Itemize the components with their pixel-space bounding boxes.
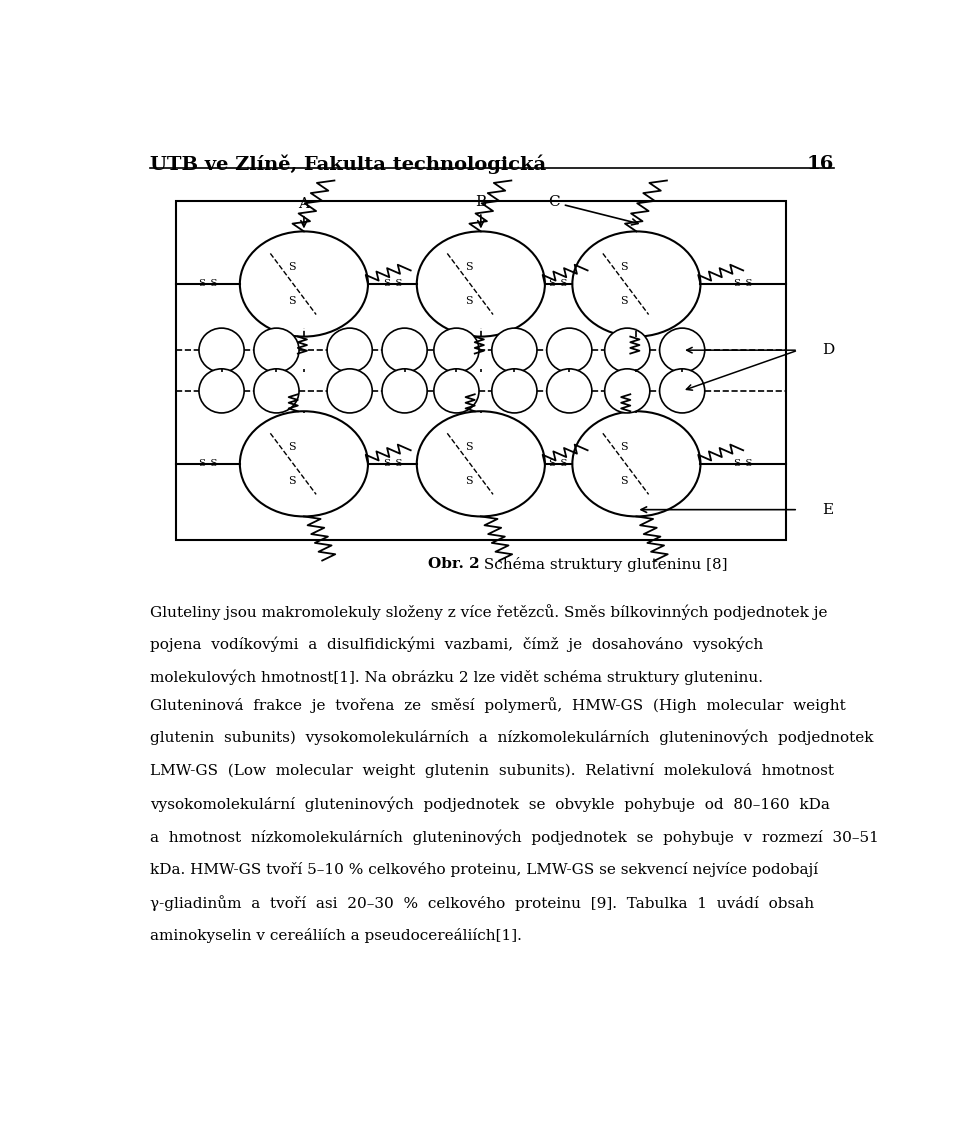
Ellipse shape — [417, 411, 545, 516]
Text: S: S — [288, 262, 296, 272]
Text: E: E — [823, 503, 833, 516]
Text: S: S — [620, 262, 628, 272]
Text: S–S: S–S — [548, 460, 568, 468]
Ellipse shape — [253, 328, 299, 372]
Bar — [176, 201, 786, 540]
Text: S: S — [465, 296, 472, 306]
Text: D: D — [823, 344, 835, 357]
Ellipse shape — [434, 368, 479, 412]
Text: vysokomolekulární  gluteninových  podjednotek  se  obvykle  pohybuje  od  80–160: vysokomolekulární gluteninových podjedno… — [150, 796, 829, 811]
Ellipse shape — [572, 411, 701, 516]
Ellipse shape — [382, 368, 427, 412]
Text: S: S — [288, 296, 296, 306]
Text: 16: 16 — [806, 155, 834, 173]
Text: S–S: S–S — [733, 460, 753, 468]
Ellipse shape — [327, 368, 372, 412]
Text: S–S: S–S — [383, 279, 402, 288]
Ellipse shape — [605, 328, 650, 372]
Ellipse shape — [660, 328, 705, 372]
Text: Gluteninová  frakce  je  tvořena  ze  směsí  polymerů,  HMW-GS  (High  molecular: Gluteninová frakce je tvořena ze směsí p… — [150, 697, 846, 713]
Ellipse shape — [240, 232, 368, 337]
Ellipse shape — [572, 232, 701, 337]
Text: S–S: S–S — [198, 279, 217, 288]
Text: aminokyselin v cereáliích a pseudocereáliích[1].: aminokyselin v cereáliích a pseudocereál… — [150, 928, 521, 944]
Ellipse shape — [253, 368, 299, 412]
Text: Obr. 2: Obr. 2 — [428, 557, 479, 571]
Text: S: S — [288, 476, 296, 486]
Ellipse shape — [199, 328, 244, 372]
Text: S–S: S–S — [198, 460, 217, 468]
Ellipse shape — [327, 328, 372, 372]
Ellipse shape — [492, 368, 537, 412]
Ellipse shape — [199, 368, 244, 412]
Text: UTB ve Zlíně, Fakulta technologická: UTB ve Zlíně, Fakulta technologická — [150, 155, 546, 174]
Text: S: S — [620, 476, 628, 486]
Text: S: S — [465, 262, 472, 272]
Text: Schéma struktury gluteninu [8]: Schéma struktury gluteninu [8] — [479, 557, 728, 572]
Text: S–S: S–S — [548, 279, 568, 288]
Text: C: C — [548, 195, 638, 225]
Text: B: B — [475, 195, 487, 227]
Text: S: S — [620, 296, 628, 306]
Ellipse shape — [547, 368, 592, 412]
Text: S: S — [288, 442, 296, 452]
Text: glutenin  subunits)  vysokomolekulárních  a  nízkomolekulárních  gluteninových  : glutenin subunits) vysokomolekulárních a… — [150, 730, 874, 746]
Text: a  hmotnost  nízkomolekulárních  gluteninových  podjednotek  se  pohybuje  v  ro: a hmotnost nízkomolekulárních gluteninov… — [150, 829, 878, 844]
Ellipse shape — [660, 368, 705, 412]
Text: S: S — [465, 476, 472, 486]
Text: kDa. HMW-GS tvoří 5–10 % celkového proteinu, LMW-GS se sekvencí nejvíce podobají: kDa. HMW-GS tvoří 5–10 % celkového prote… — [150, 862, 818, 877]
Ellipse shape — [240, 411, 368, 516]
Ellipse shape — [605, 368, 650, 412]
Text: Gluteliny jsou makromolekuly složeny z více řetězců. Směs bílkovinných podjednot: Gluteliny jsou makromolekuly složeny z v… — [150, 603, 828, 619]
Text: γ-gliadinům  a  tvoří  asi  20–30  %  celkového  proteinu  [9].  Tabulka  1  uvá: γ-gliadinům a tvoří asi 20–30 % celkovéh… — [150, 895, 814, 911]
Ellipse shape — [417, 232, 545, 337]
Text: S: S — [465, 442, 472, 452]
Text: S–S: S–S — [733, 279, 753, 288]
Text: LMW-GS  (Low  molecular  weight  glutenin  subunits).  Relativní  molekulová  hm: LMW-GS (Low molecular weight glutenin su… — [150, 763, 833, 777]
Text: molekulových hmotnost[1]. Na obrázku 2 lze vidět schéma struktury gluteninu.: molekulových hmotnost[1]. Na obrázku 2 l… — [150, 670, 763, 685]
Text: S–S: S–S — [383, 460, 402, 468]
Ellipse shape — [547, 328, 592, 372]
Text: A: A — [299, 197, 309, 227]
Ellipse shape — [434, 328, 479, 372]
Ellipse shape — [492, 328, 537, 372]
Text: pojena  vodíkovými  a  disulfidickými  vazbami,  čímž  je  dosahováno  vysokých: pojena vodíkovými a disulfidickými vazba… — [150, 637, 763, 652]
Ellipse shape — [382, 328, 427, 372]
Text: S: S — [620, 442, 628, 452]
